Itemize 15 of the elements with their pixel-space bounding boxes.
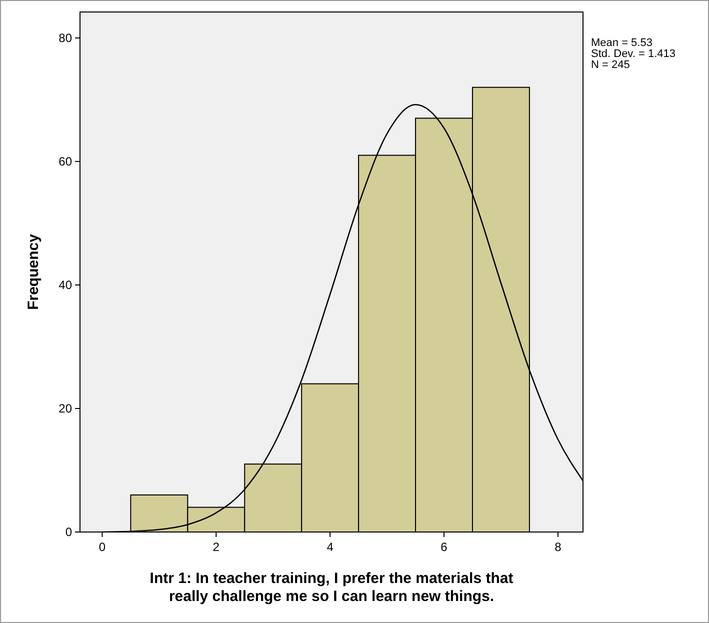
text: Mean = 5.53	[591, 37, 652, 49]
x-axis-title: Intr 1: In teacher training, I prefer the materials that really challenge me so I can learn new things.	[150, 570, 514, 605]
y-tick-label: 60	[58, 154, 72, 169]
y-tick-label: 20	[58, 402, 72, 416]
y-tick-label: 0	[65, 525, 72, 540]
y-tick-label: 40	[58, 278, 72, 292]
x-tick-label: 6	[440, 540, 448, 554]
text: Std. Dev. = 1.413	[591, 48, 676, 60]
x-tick-label: 2	[212, 540, 220, 554]
y-tick-label: 80	[58, 31, 72, 46]
y-axis-title: Frequency	[25, 233, 42, 310]
x-tick-label: 8	[554, 540, 562, 554]
x-tick-label: 4	[326, 540, 334, 554]
text: N = 245	[591, 59, 630, 71]
x-tick-label: 0	[98, 540, 106, 554]
